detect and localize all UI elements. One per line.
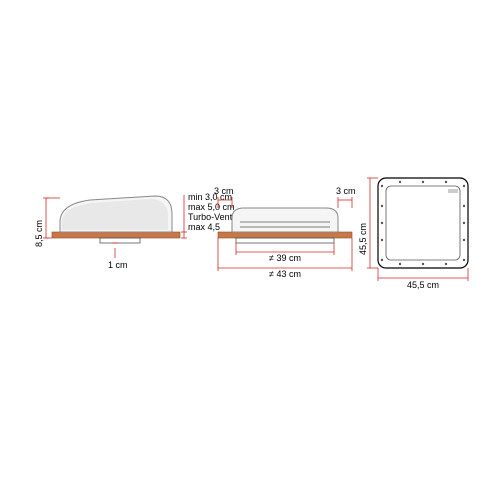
note-1: max 5,0 cm bbox=[188, 202, 235, 212]
top-frame-inner bbox=[386, 186, 460, 260]
front-under-flange bbox=[236, 238, 334, 243]
front-lid bbox=[232, 208, 338, 232]
dim-top-w-label: 45,5 cm bbox=[407, 280, 439, 290]
dim-1-label: 1 cm bbox=[108, 260, 128, 270]
dim-top-height: 45,5 cm bbox=[358, 178, 378, 268]
dim-3l-label: 3 cm bbox=[214, 186, 234, 196]
dim-top-h-label: 45,5 cm bbox=[358, 223, 368, 255]
dim-85-label: 8,5 cm bbox=[34, 220, 44, 247]
dim-39-label: ≠ 39 cm bbox=[269, 253, 301, 263]
dim-inner-39: ≠ 39 cm bbox=[236, 243, 334, 263]
side-under-flange bbox=[100, 238, 140, 243]
note-2: Turbo-Vent bbox=[188, 212, 233, 222]
dim-3r-label: 3 cm bbox=[336, 186, 356, 196]
side-wood-board bbox=[52, 232, 180, 238]
top-screws bbox=[381, 181, 465, 265]
dim-top-width: 45,5 cm bbox=[378, 268, 468, 290]
dim-below-1: 1 cm bbox=[108, 243, 128, 270]
top-view: 45,5 cm 45,5 cm bbox=[358, 178, 468, 290]
front-wood-board bbox=[218, 232, 352, 238]
dim-43-label: ≠ 43 cm bbox=[269, 269, 301, 279]
note-3: max 4,5 bbox=[188, 222, 220, 232]
side-notes: min 3,0 cm max 5,0 cm Turbo-Vent max 4,5 bbox=[181, 192, 235, 238]
side-view: 8,5 cm 1 cm min 3,0 cm max 5,0 cm Turbo-… bbox=[34, 192, 235, 270]
dim-top-right-3: 3 cm bbox=[336, 186, 356, 208]
front-view: 3 cm 3 cm ≠ 39 cm ≠ 43 cm bbox=[214, 186, 356, 279]
dim-height-85: 8,5 cm bbox=[34, 198, 60, 247]
brand-mark bbox=[448, 189, 458, 193]
